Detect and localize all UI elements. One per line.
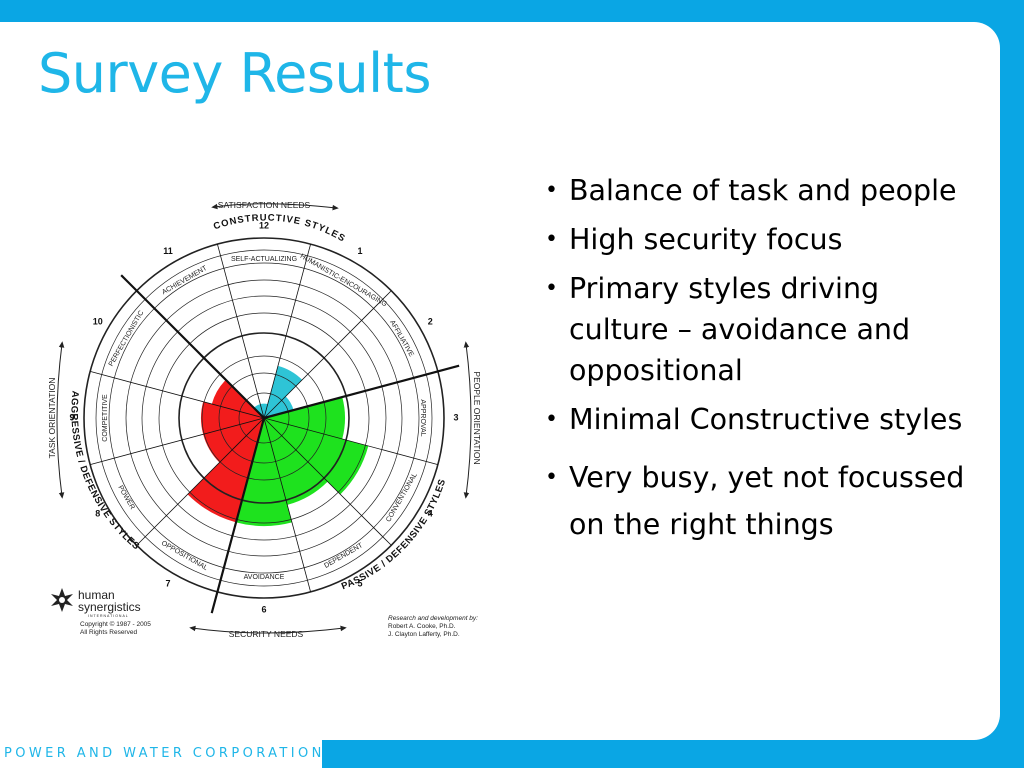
circumplex-rings bbox=[83, 237, 445, 599]
style-label-competitive: COMPETITIVE bbox=[102, 394, 109, 442]
style-number-12: 12 bbox=[259, 220, 269, 230]
spoke-line bbox=[263, 290, 392, 419]
spoke-line bbox=[210, 417, 266, 614]
score-sector-competitive bbox=[201, 401, 264, 435]
style-label-conventional: CONVENTIONAL bbox=[385, 472, 419, 523]
spoke-line bbox=[217, 244, 265, 419]
style-number-3: 3 bbox=[453, 412, 458, 422]
style-number-6: 6 bbox=[261, 604, 266, 614]
score-sector-self-actualizing bbox=[260, 403, 268, 418]
style-label-achievement: ACHIEVEMENT bbox=[161, 265, 209, 297]
security-arrow bbox=[189, 625, 347, 634]
bullet-item: • Balance of task and people bbox=[543, 170, 983, 211]
bullet-dot-icon: • bbox=[545, 178, 558, 203]
style-number-11: 11 bbox=[163, 246, 173, 256]
style-number-5: 5 bbox=[357, 579, 362, 589]
satisfaction-arrow bbox=[211, 203, 339, 211]
style-label-self-actualizing: SELF-ACTUALIZING bbox=[231, 256, 297, 263]
svg-text:synergistics: synergistics bbox=[78, 600, 141, 614]
ring bbox=[158, 312, 370, 524]
score-sector-affiliative bbox=[264, 396, 294, 418]
bullet-item: • Primary styles driving culture – avoida… bbox=[543, 268, 983, 391]
style-number-10: 10 bbox=[93, 316, 103, 326]
bullet-dot-icon: • bbox=[545, 407, 558, 432]
ring bbox=[141, 295, 387, 541]
score-sector-power bbox=[203, 418, 264, 463]
spoke-line bbox=[120, 274, 265, 419]
spoke-line bbox=[263, 417, 311, 592]
score-sector-perfectionistic bbox=[211, 379, 264, 418]
svg-text:INTERNATIONAL: INTERNATIONAL bbox=[88, 614, 129, 618]
spoke-line bbox=[263, 417, 392, 546]
ring bbox=[201, 355, 327, 481]
style-number-8: 8 bbox=[95, 508, 100, 518]
spoke-line bbox=[263, 364, 460, 420]
people-orientation-arrow bbox=[463, 341, 472, 499]
footer-panel bbox=[0, 740, 322, 768]
bullet-dot-icon: • bbox=[545, 276, 558, 301]
security-needs-label: SECURITY NEEDS bbox=[229, 629, 304, 639]
human-synergistics-logo: human synergistics INTERNATIONAL Copyrig… bbox=[51, 588, 151, 636]
ring bbox=[125, 279, 403, 557]
style-number-1: 1 bbox=[357, 246, 362, 256]
svg-text:human: human bbox=[78, 588, 115, 602]
style-label-avoidance: AVOIDANCE bbox=[244, 574, 285, 581]
footer-label: POWER AND WATER CORPORATION bbox=[4, 746, 325, 761]
style-number-9: 9 bbox=[69, 412, 74, 422]
svg-text:All Rights Reserved: All Rights Reserved bbox=[80, 629, 137, 636]
passive-defensive-label: PASSIVE / DEFENSIVE STYLES bbox=[340, 478, 448, 593]
people-orientation-label: PEOPLE ORIENTATION bbox=[472, 371, 482, 464]
task-orientation-arrow bbox=[56, 341, 65, 499]
style-label-humanistic-encouraging: HUMANISTIC-ENCOURAGING bbox=[299, 253, 388, 308]
bullet-item: • High security focus bbox=[543, 219, 983, 260]
task-orientation-label: TASK ORIENTATION bbox=[47, 378, 57, 459]
slide-title: Survey Results bbox=[38, 42, 432, 105]
score-sector-approval bbox=[264, 397, 345, 439]
score-sector-oppositional bbox=[187, 418, 264, 523]
style-label-oppositional: OPPOSITIONAL bbox=[160, 540, 209, 572]
score-sector-humanistic-encouraging bbox=[264, 365, 303, 418]
score-sector-conventional bbox=[264, 418, 369, 495]
constructive-styles-label: CONSTRUCTIVE STYLES bbox=[212, 213, 347, 245]
ring bbox=[83, 237, 445, 599]
spoke-line bbox=[90, 417, 265, 465]
ring bbox=[178, 332, 350, 504]
style-label-approval: APPROVAL bbox=[419, 399, 426, 436]
spoke-line bbox=[136, 417, 265, 546]
bullet-dot-icon: • bbox=[545, 465, 558, 490]
spoke-line bbox=[90, 371, 265, 419]
starburst-icon bbox=[51, 588, 73, 612]
score-sector-avoidance bbox=[236, 418, 292, 526]
score-sector-dependent bbox=[264, 418, 328, 505]
score-sectors bbox=[187, 365, 369, 526]
ring bbox=[218, 372, 310, 464]
style-label-affiliative: AFFILIATIVE bbox=[388, 319, 415, 358]
bullet-item: • Very busy, yet not focussed on the righ… bbox=[543, 454, 983, 548]
satisfaction-needs-label: SATISFACTION NEEDS bbox=[218, 200, 311, 210]
circumplex-spokes bbox=[90, 244, 460, 614]
ring bbox=[108, 262, 420, 574]
bullet-list: • Balance of task and people • High securi… bbox=[543, 170, 983, 556]
research-credit-1: Research and development by: bbox=[388, 615, 478, 622]
svg-text:Copyright © 1987 - 2005: Copyright © 1987 - 2005 bbox=[80, 620, 151, 628]
ring bbox=[95, 249, 433, 587]
research-credit-2: Robert A. Cooke, Ph.D. bbox=[388, 623, 456, 630]
bullet-item: • Minimal Constructive styles bbox=[543, 399, 983, 440]
style-number-2: 2 bbox=[428, 316, 433, 326]
spoke-line bbox=[263, 244, 311, 419]
style-number-7: 7 bbox=[165, 579, 170, 589]
slide-canvas bbox=[0, 22, 1000, 740]
research-credit-3: J. Clayton Lafferty, Ph.D. bbox=[388, 631, 460, 638]
spoke-line bbox=[263, 417, 438, 465]
bullet-dot-icon: • bbox=[545, 227, 558, 252]
style-number-4: 4 bbox=[428, 508, 433, 518]
ring bbox=[238, 392, 290, 444]
